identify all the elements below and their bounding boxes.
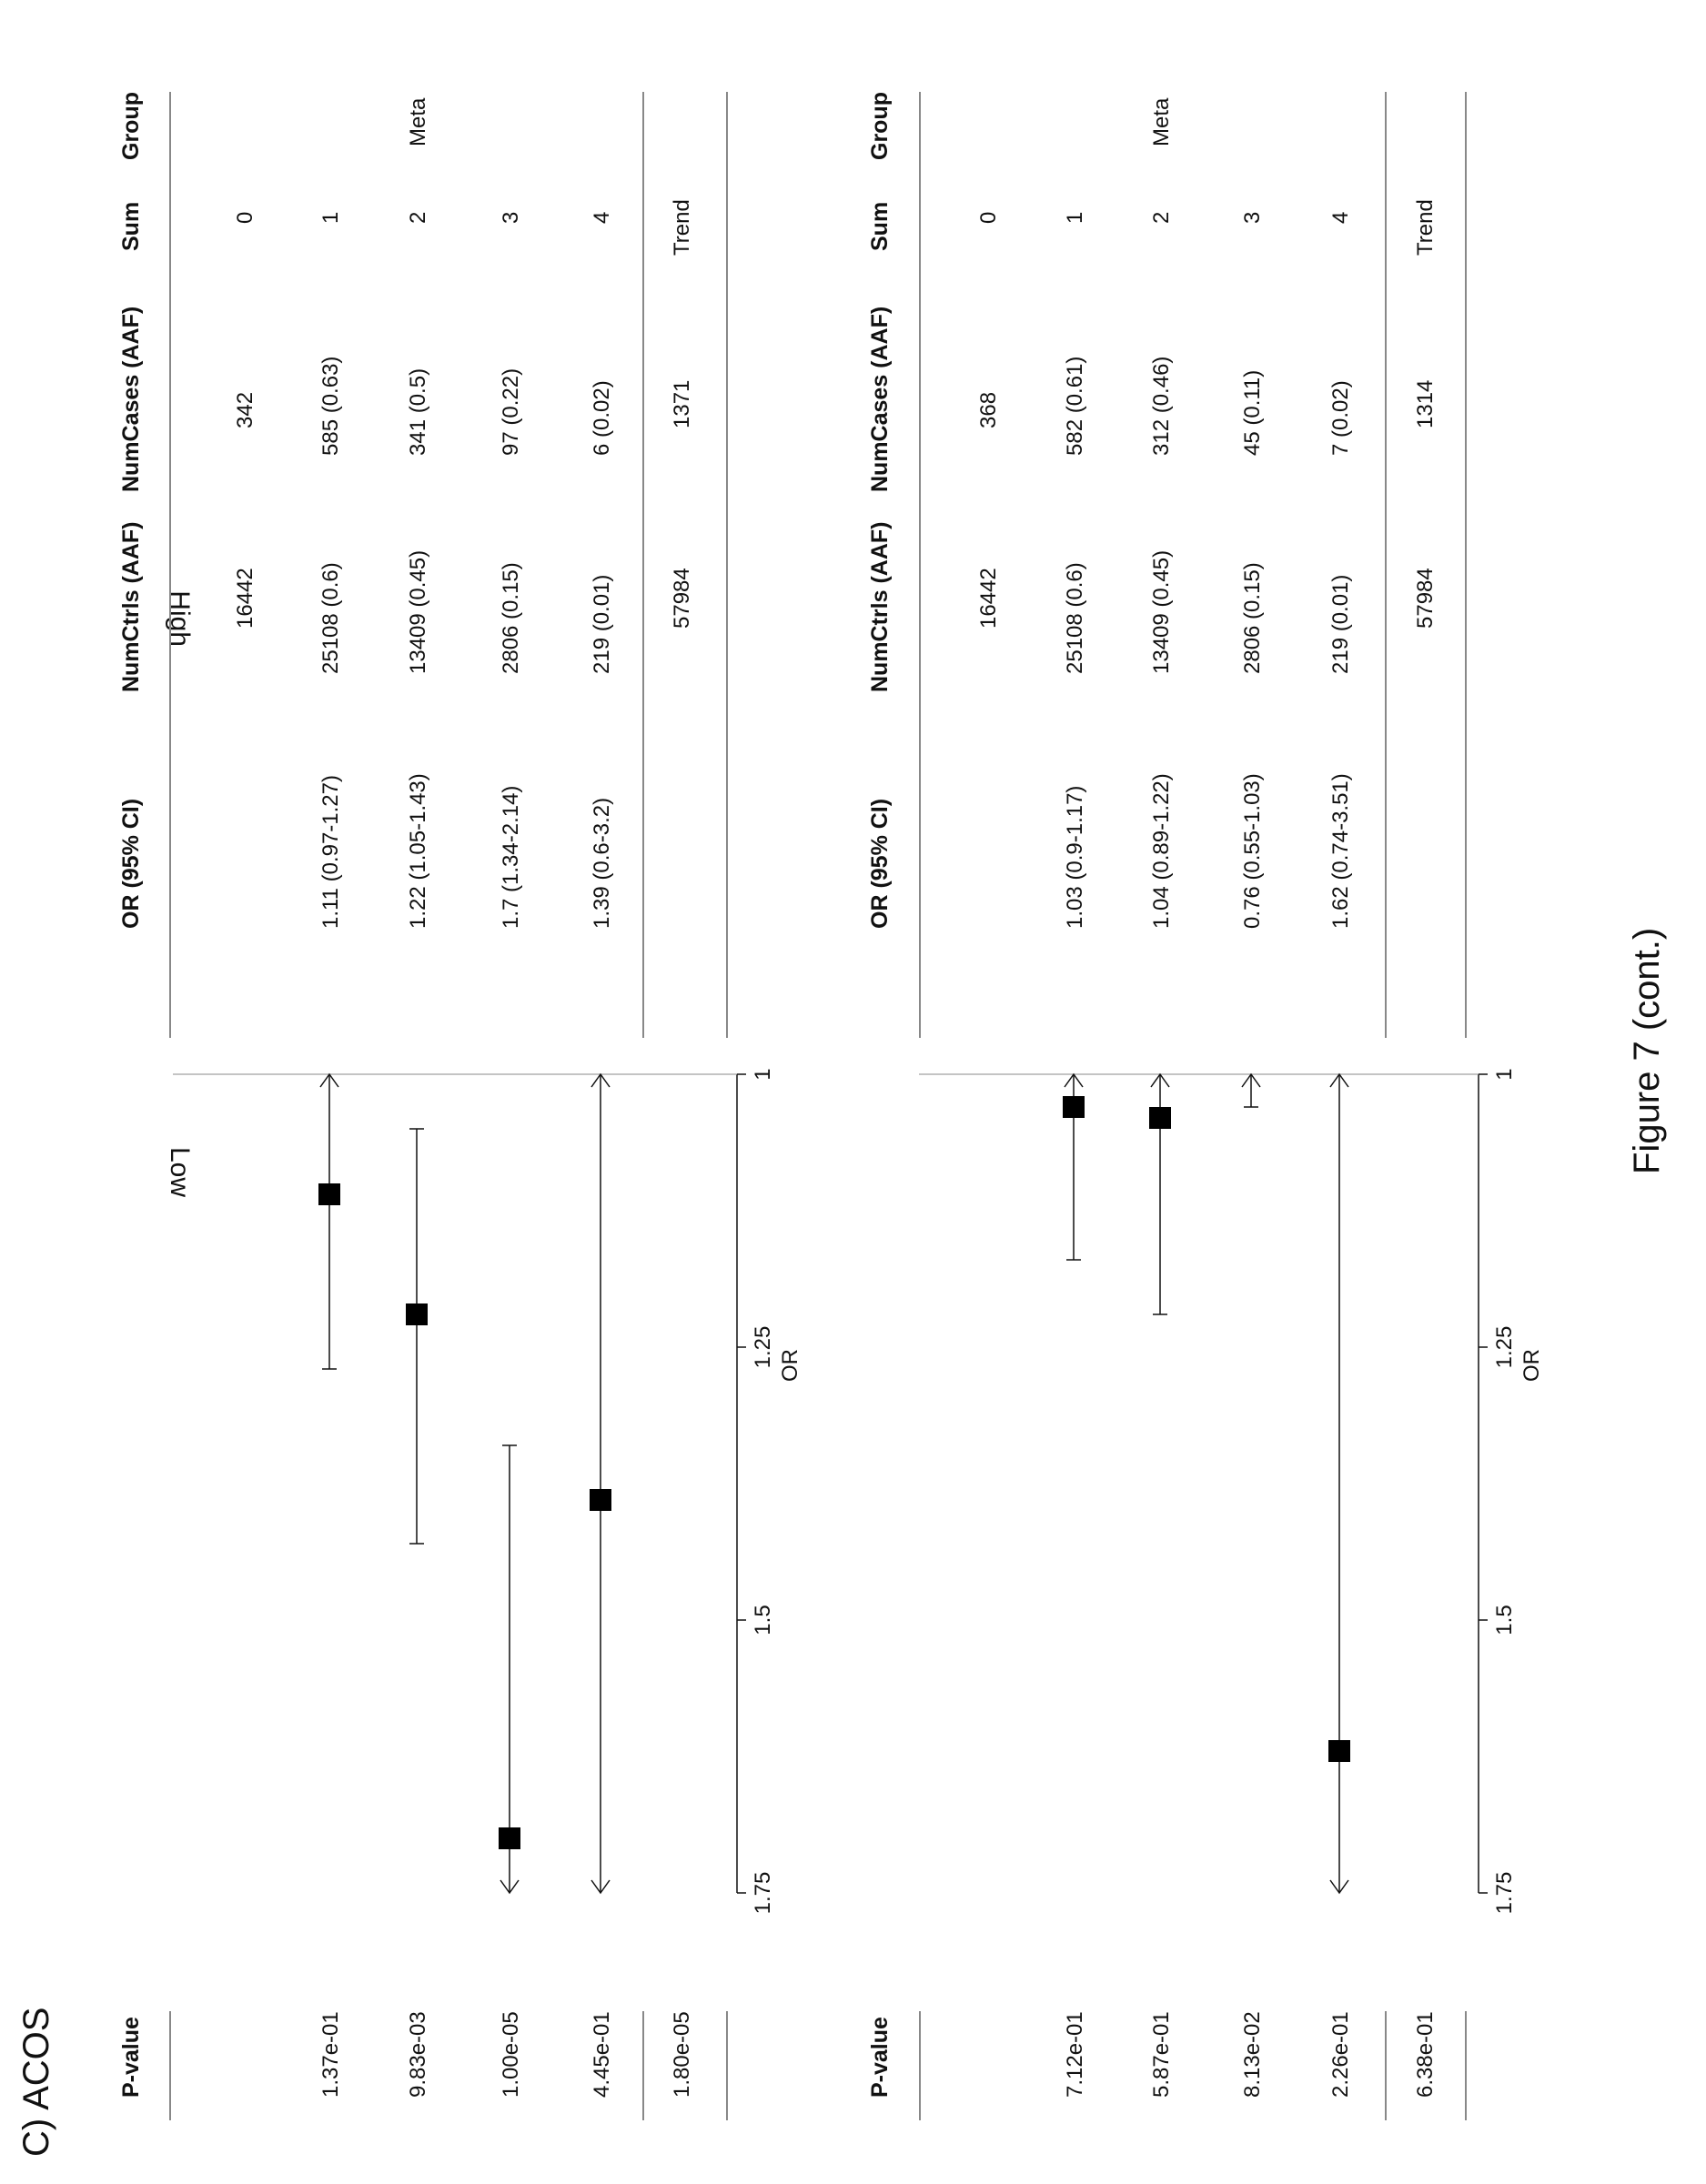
- header-rule: [169, 92, 171, 1038]
- trend-label: Trend: [1413, 199, 1438, 256]
- row-0-ctrls: 16442: [976, 568, 1001, 629]
- trend-ctrls: 57984: [670, 568, 694, 629]
- header-sum: Sum: [118, 201, 144, 251]
- or-marker: [499, 1827, 520, 1849]
- ci-arrow: [591, 1879, 611, 1895]
- row-0-cases: 368: [976, 391, 1001, 428]
- x-tick-label: 1.5: [1492, 1605, 1517, 1635]
- row-1-or-ci: 1.03 (0.9-1.17): [1063, 785, 1087, 929]
- row-1-cases: 582 (0.61): [1063, 356, 1087, 456]
- row-4-ctrls: 219 (0.01): [590, 574, 614, 674]
- header-num-cases: NumCases (AAF): [118, 306, 144, 492]
- or-marker: [1063, 1096, 1085, 1118]
- or-marker: [1149, 1107, 1171, 1129]
- or-marker: [590, 1489, 611, 1511]
- ci-arrow: [1064, 1072, 1084, 1088]
- trend-label: Trend: [670, 199, 694, 256]
- row-2-ctrls: 13409 (0.45): [406, 549, 430, 674]
- trend-cases: 1314: [1413, 379, 1438, 428]
- header-or-ci: OR (95% CI): [118, 798, 144, 929]
- x-axis-label: OR: [1519, 1349, 1544, 1382]
- row-4-or-ci: 1.39 (0.6-3.2): [590, 797, 614, 929]
- row-1-cases: 585 (0.63): [318, 356, 343, 456]
- header-sum: Sum: [867, 201, 893, 251]
- x-axis-label: OR: [778, 1349, 803, 1382]
- row-2-or-ci: 1.04 (0.89-1.22): [1149, 773, 1174, 929]
- forest-plot-high: 1 1.25 1.5 1.75 OR: [173, 1068, 803, 1915]
- header-num-ctrls: NumCtrls (AAF): [118, 521, 144, 693]
- forest-plot-low: 1 1.25 1.5 1.75 OR: [919, 1068, 1544, 1915]
- or-marker: [406, 1303, 428, 1325]
- x-tick-label: 1.75: [751, 1872, 775, 1915]
- trend-rule: [642, 92, 644, 1038]
- ci-arrow: [591, 1072, 611, 1088]
- row-3-sum: 3: [1240, 211, 1265, 224]
- row-3-ctrls: 2806 (0.15): [499, 562, 523, 674]
- ci-arrow: [500, 1879, 520, 1895]
- row-4-sum: 4: [1328, 211, 1353, 224]
- x-tick-label: 1.25: [751, 1326, 775, 1369]
- x-tick-label: 1.25: [1492, 1326, 1517, 1369]
- row-2-or-ci: 1.22 (1.05-1.43): [406, 773, 430, 929]
- row-3-ctrls: 2806 (0.15): [1240, 562, 1265, 674]
- row-4-or-ci: 1.62 (0.74-3.51): [1328, 773, 1353, 929]
- bottom-rule: [726, 92, 728, 1038]
- or-marker: [318, 1183, 340, 1205]
- row-4-sum: 4: [590, 211, 614, 224]
- row-1-sum: 1: [1063, 211, 1087, 224]
- ci-arrow: [319, 1072, 339, 1088]
- ci-arrow: [1329, 1879, 1349, 1895]
- row-3-or-ci: 0.76 (0.55-1.03): [1240, 773, 1265, 929]
- x-tick-label: 1.5: [751, 1605, 775, 1635]
- row-0-cases: 342: [233, 391, 257, 428]
- row-1-or-ci: 1.11 (0.97-1.27): [318, 775, 343, 929]
- row-0-sum: 0: [976, 211, 1001, 224]
- row-2-sum: 2: [1149, 211, 1174, 224]
- trend-cases: 1371: [670, 379, 694, 428]
- row-3-sum: 3: [499, 211, 523, 224]
- row-4-cases: 7 (0.02): [1328, 380, 1353, 456]
- row-0-sum: 0: [233, 211, 257, 224]
- row-2-group: Meta: [406, 97, 430, 146]
- row-2-cases: 341 (0.5): [406, 367, 430, 456]
- row-3-cases: 45 (0.11): [1240, 369, 1265, 456]
- row-1-ctrls: 25108 (0.6): [1063, 562, 1087, 674]
- row-2-group: Meta: [1149, 97, 1174, 146]
- ci-arrow: [1329, 1072, 1349, 1088]
- x-tick-label: 1.75: [1492, 1872, 1517, 1915]
- header-or-ci: OR (95% CI): [867, 798, 893, 929]
- ci-arrow: [1150, 1072, 1170, 1088]
- row-2-ctrls: 13409 (0.45): [1149, 549, 1174, 674]
- row-3-or-ci: 1.7 (1.34-2.14): [499, 785, 523, 929]
- bottom-rule: [1465, 92, 1467, 1038]
- header-group: Group: [867, 92, 893, 160]
- row-4-cases: 6 (0.02): [590, 380, 614, 456]
- row-1-ctrls: 25108 (0.6): [318, 562, 343, 674]
- row-0-ctrls: 16442: [233, 568, 257, 629]
- trend-ctrls: 57984: [1413, 568, 1438, 629]
- trend-rule: [1385, 92, 1387, 1038]
- row-2-cases: 312 (0.46): [1149, 356, 1174, 456]
- row-4-ctrls: 219 (0.01): [1328, 574, 1353, 674]
- header-rule: [919, 92, 921, 1038]
- row-1-sum: 1: [318, 211, 343, 224]
- header-num-ctrls: NumCtrls (AAF): [867, 521, 893, 693]
- or-marker: [1328, 1740, 1350, 1762]
- header-num-cases: NumCases (AAF): [867, 306, 893, 492]
- header-group: Group: [118, 92, 144, 160]
- x-tick-label: 1: [751, 1068, 775, 1080]
- x-tick-label: 1: [1492, 1068, 1517, 1080]
- ci-arrow: [1241, 1072, 1261, 1088]
- row-3-cases: 97 (0.22): [499, 367, 523, 456]
- row-2-sum: 2: [406, 211, 430, 224]
